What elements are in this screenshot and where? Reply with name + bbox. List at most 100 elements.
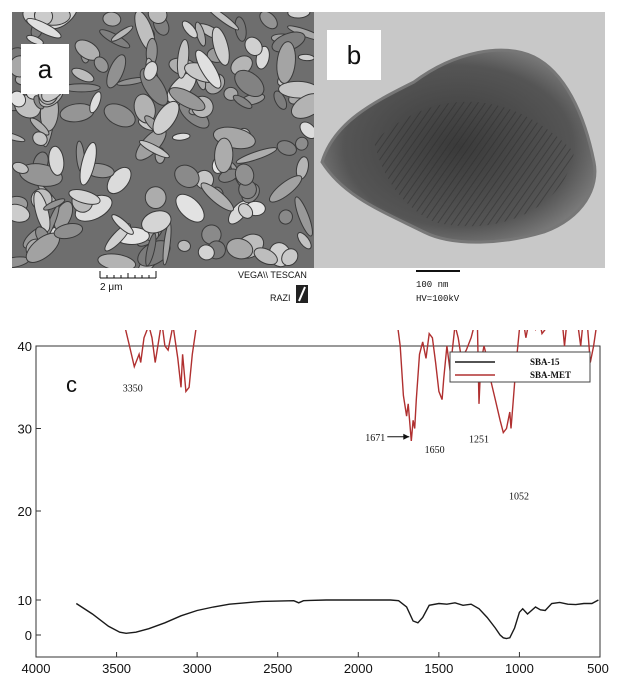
ftir-chart: 4000 3500 3000 2500 2000 1500 1000 500 0 10 20 30 40… (18, 330, 609, 676)
sem-particle (205, 12, 240, 31)
sem-particle (253, 247, 278, 266)
sem-particle (97, 253, 137, 268)
x-tick-label: 3000 (183, 661, 212, 676)
x-tick-label: 2500 (263, 661, 292, 676)
peak-annotation: 1671 (365, 433, 385, 444)
sem-particle (138, 140, 170, 159)
x-tick-label: 2000 (344, 661, 373, 676)
sem-particle (144, 186, 167, 210)
sem-particle (12, 90, 27, 108)
sem-particle (259, 12, 278, 30)
sem-particle (281, 248, 299, 267)
sem-instrument-text: VEGA\\ TESCAN (238, 270, 307, 280)
series-line-sba-15 (75, 599, 599, 640)
sem-particle (278, 80, 314, 99)
sem-particle (89, 91, 102, 114)
sem-particle (171, 132, 191, 141)
chart-panel-label: c (66, 372, 77, 397)
peak-annotation: 1052 (509, 492, 529, 503)
sem-particle (68, 189, 101, 205)
sem-particle (297, 53, 314, 62)
sem-particle (297, 232, 312, 250)
sem-particle (141, 210, 172, 234)
sem-particle (268, 175, 303, 203)
legend-label-sba-met: SBA-MET (530, 370, 571, 380)
x-tick-label: 1000 (505, 661, 534, 676)
sem-particle (299, 121, 314, 140)
sem-particle (294, 196, 313, 237)
sem-particle (195, 49, 222, 89)
tem-scale-text: 100 nm (416, 280, 449, 290)
x-tick-label: 4000 (22, 661, 51, 676)
panel-label-b: b (327, 30, 381, 80)
sem-particle (181, 20, 198, 39)
sem-particle (12, 131, 26, 143)
sem-particle (200, 182, 235, 212)
y-tick-label: 30 (18, 422, 32, 437)
sem-particle (234, 163, 255, 186)
sem-particle (32, 131, 48, 146)
sem-particle (12, 203, 31, 223)
sem-particle (43, 198, 66, 211)
sem-particle (79, 141, 97, 186)
sem-particle (175, 193, 205, 223)
sem-particle (276, 41, 296, 84)
sem-particle (211, 26, 230, 66)
peak-annotation: 1251 (469, 435, 489, 446)
y-tick-label: 40 (18, 339, 32, 354)
sem-particle (235, 147, 278, 164)
sem-particle (12, 161, 29, 174)
sem-image-panel (12, 12, 314, 268)
y-tick-label: 10 (18, 593, 32, 608)
legend-label-sba15: SBA-15 (530, 357, 560, 367)
sem-particle (295, 136, 309, 151)
sem-particle (232, 94, 253, 109)
sem-scale-text: 2 μm (100, 282, 123, 293)
sem-particle (29, 117, 50, 136)
peak-annotation: 3350 (123, 383, 143, 394)
sem-particle (244, 36, 263, 57)
peak-annotation: 1650 (425, 445, 445, 456)
x-tick-label: 500 (587, 661, 609, 676)
sem-particle (59, 103, 95, 123)
razi-logo-icon (296, 285, 308, 303)
sem-particle (102, 12, 122, 27)
sem-particle (26, 17, 62, 39)
sem-particle (145, 232, 157, 267)
sem-particle (110, 25, 134, 42)
sem-particle (273, 90, 288, 110)
tem-scale-bar (416, 270, 460, 272)
sem-particle (226, 238, 254, 260)
sem-particle (291, 93, 314, 119)
annotation-arrowhead (403, 433, 410, 440)
x-tick-label: 3500 (102, 661, 131, 676)
sem-particle (103, 103, 136, 128)
sem-particle (106, 54, 127, 89)
sem-particle (177, 239, 191, 252)
x-tick-label: 1500 (424, 661, 453, 676)
sem-particle (53, 222, 84, 240)
sem-particle (143, 61, 158, 81)
sem-particle (287, 12, 311, 19)
tem-micrograph (320, 48, 597, 244)
sem-particle (147, 12, 168, 24)
sem-scale-bar (99, 271, 157, 279)
y-tick-label: 20 (18, 504, 32, 519)
panel-label-a: a (21, 44, 69, 94)
sem-particle (26, 34, 44, 46)
sem-particle (214, 137, 234, 174)
sem-particle (152, 100, 180, 135)
series-line-sba-met (124, 330, 597, 441)
sem-lab-text: RAZI (270, 293, 291, 303)
sem-particle (168, 87, 206, 111)
sem-particle (278, 209, 293, 225)
plot-frame (35, 345, 601, 658)
tem-voltage-text: HV=100kV (416, 294, 460, 304)
y-tick-label: 0 (25, 628, 32, 643)
legend: SBA-15 SBA-MET (449, 351, 591, 383)
sem-particle (237, 203, 254, 219)
sem-particle (111, 214, 134, 235)
sem-particle (71, 67, 95, 83)
sem-particle (276, 140, 297, 156)
sem-particle (174, 164, 200, 188)
